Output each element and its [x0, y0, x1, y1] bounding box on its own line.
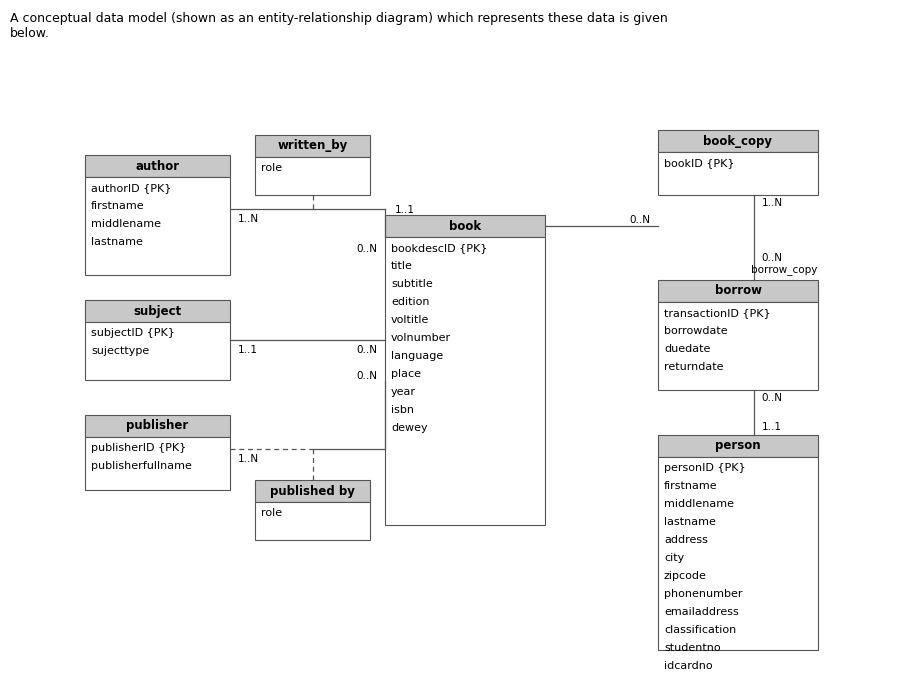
Bar — [255, 157, 370, 195]
Text: language: language — [391, 351, 443, 361]
Text: 1..1: 1..1 — [238, 345, 258, 355]
Text: 0..N: 0..N — [357, 244, 378, 254]
Bar — [85, 437, 230, 490]
Text: lastname: lastname — [664, 517, 716, 527]
Text: role: role — [261, 163, 282, 173]
Bar — [85, 155, 230, 177]
Bar — [658, 152, 818, 195]
Text: 0..N: 0..N — [762, 393, 783, 403]
Bar — [255, 480, 370, 502]
Text: A conceptual data model (shown as an entity-relationship diagram) which represen: A conceptual data model (shown as an ent… — [10, 12, 667, 40]
Text: middlename: middlename — [664, 498, 734, 509]
Bar — [658, 280, 818, 302]
Text: borrowdate: borrowdate — [664, 326, 727, 336]
Bar — [85, 322, 230, 380]
Text: subject: subject — [133, 304, 182, 317]
Bar — [85, 300, 230, 322]
Text: authorID {PK}: authorID {PK} — [91, 183, 172, 193]
Text: 0..N: 0..N — [357, 345, 378, 355]
Bar — [658, 435, 818, 457]
Text: voltitle: voltitle — [391, 315, 429, 325]
Text: sujecttype: sujecttype — [91, 346, 149, 355]
Bar — [255, 135, 370, 157]
Text: emailaddress: emailaddress — [664, 607, 739, 617]
Text: duedate: duedate — [664, 344, 710, 354]
Text: publisherfullname: publisherfullname — [91, 461, 192, 471]
Text: edition: edition — [391, 297, 429, 307]
Bar — [658, 302, 818, 390]
Bar — [385, 215, 545, 237]
Text: 1..N: 1..N — [237, 214, 259, 224]
Text: borrow: borrow — [715, 285, 762, 298]
Text: written_by: written_by — [277, 140, 348, 153]
Text: phonenumber: phonenumber — [664, 589, 743, 599]
Text: person: person — [716, 439, 761, 452]
Bar — [658, 130, 818, 152]
Text: personID {PK}: personID {PK} — [664, 463, 745, 473]
Text: subtitle: subtitle — [391, 279, 433, 289]
Text: 1..N: 1..N — [237, 454, 259, 464]
Text: isbn: isbn — [391, 405, 414, 415]
Text: place: place — [391, 369, 421, 379]
Text: subjectID {PK}: subjectID {PK} — [91, 328, 175, 338]
Text: published by: published by — [270, 484, 355, 498]
Text: 1..N: 1..N — [762, 198, 783, 208]
Bar — [385, 237, 545, 525]
Text: dewey: dewey — [391, 423, 428, 433]
Bar — [255, 502, 370, 540]
Text: studentno: studentno — [664, 643, 721, 653]
Text: title: title — [391, 261, 413, 271]
Text: classification: classification — [664, 624, 736, 635]
Text: firstname: firstname — [664, 481, 717, 491]
Text: author: author — [135, 159, 180, 172]
Text: borrow_copy: borrow_copy — [751, 264, 817, 275]
Text: role: role — [261, 508, 282, 518]
Text: lastname: lastname — [91, 237, 143, 247]
Text: idcardno: idcardno — [664, 661, 713, 671]
Text: 0..N: 0..N — [357, 371, 378, 381]
Text: transactionID {PK}: transactionID {PK} — [664, 308, 771, 318]
Text: zipcode: zipcode — [664, 571, 706, 581]
Text: book: book — [449, 219, 481, 232]
Text: publisherID {PK}: publisherID {PK} — [91, 443, 186, 453]
Text: returndate: returndate — [664, 362, 724, 372]
Text: volnumber: volnumber — [391, 333, 451, 343]
Bar — [85, 177, 230, 275]
Text: address: address — [664, 535, 708, 545]
Text: firstname: firstname — [91, 201, 144, 211]
Text: middlename: middlename — [91, 219, 161, 229]
Text: 0..N: 0..N — [762, 253, 783, 263]
Text: year: year — [391, 387, 416, 397]
Text: bookID {PK}: bookID {PK} — [664, 158, 735, 168]
Text: publisher: publisher — [126, 419, 189, 432]
Bar — [85, 415, 230, 437]
Text: city: city — [664, 553, 685, 563]
Bar — [658, 457, 818, 650]
Text: book_copy: book_copy — [704, 135, 773, 148]
Text: 1..1: 1..1 — [762, 422, 782, 432]
Text: 0..N: 0..N — [629, 215, 650, 225]
Text: 1..1: 1..1 — [395, 205, 415, 215]
Text: bookdescID {PK}: bookdescID {PK} — [391, 243, 488, 253]
